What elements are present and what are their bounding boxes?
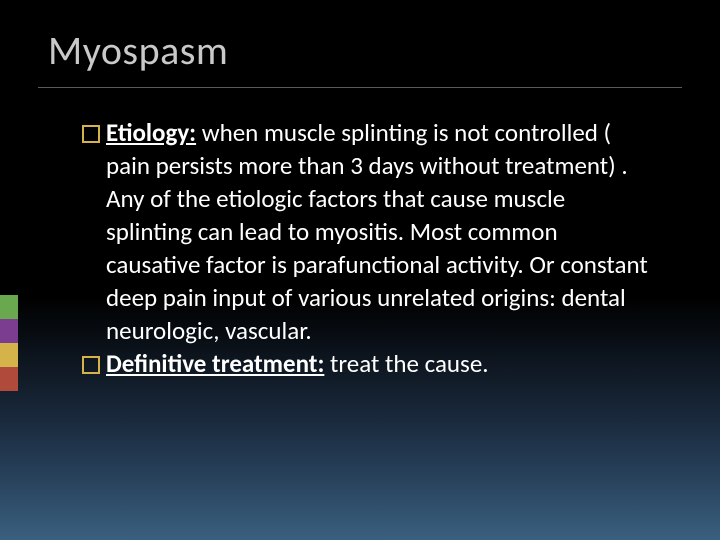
bullet-body: treat the cause.: [324, 348, 488, 379]
bullet-body: when muscle splinting is not controlled …: [106, 117, 648, 346]
square-bullet-icon: [82, 356, 100, 374]
slide-body: Etiology: when muscle splinting is not c…: [38, 116, 682, 380]
accent-bar: [0, 295, 18, 319]
bullet-item: Definitive treatment: treat the cause.: [82, 347, 654, 380]
accent-bar-stack: [0, 295, 18, 391]
bullet-lead: Definitive treatment:: [106, 348, 324, 379]
bullet-text: Definitive treatment: treat the cause.: [106, 347, 489, 380]
bullet-item: Etiology: when muscle splinting is not c…: [82, 116, 654, 347]
accent-bar: [0, 343, 18, 367]
slide-container: Myospasm Etiology: when muscle splinting…: [0, 0, 720, 380]
accent-bar: [0, 367, 18, 391]
accent-bar: [0, 319, 18, 343]
slide-title: Myospasm: [38, 26, 682, 85]
bullet-text: Etiology: when muscle splinting is not c…: [106, 116, 654, 347]
square-bullet-icon: [82, 125, 100, 143]
bullet-lead: Etiology:: [106, 117, 196, 148]
title-underline: [38, 87, 682, 88]
